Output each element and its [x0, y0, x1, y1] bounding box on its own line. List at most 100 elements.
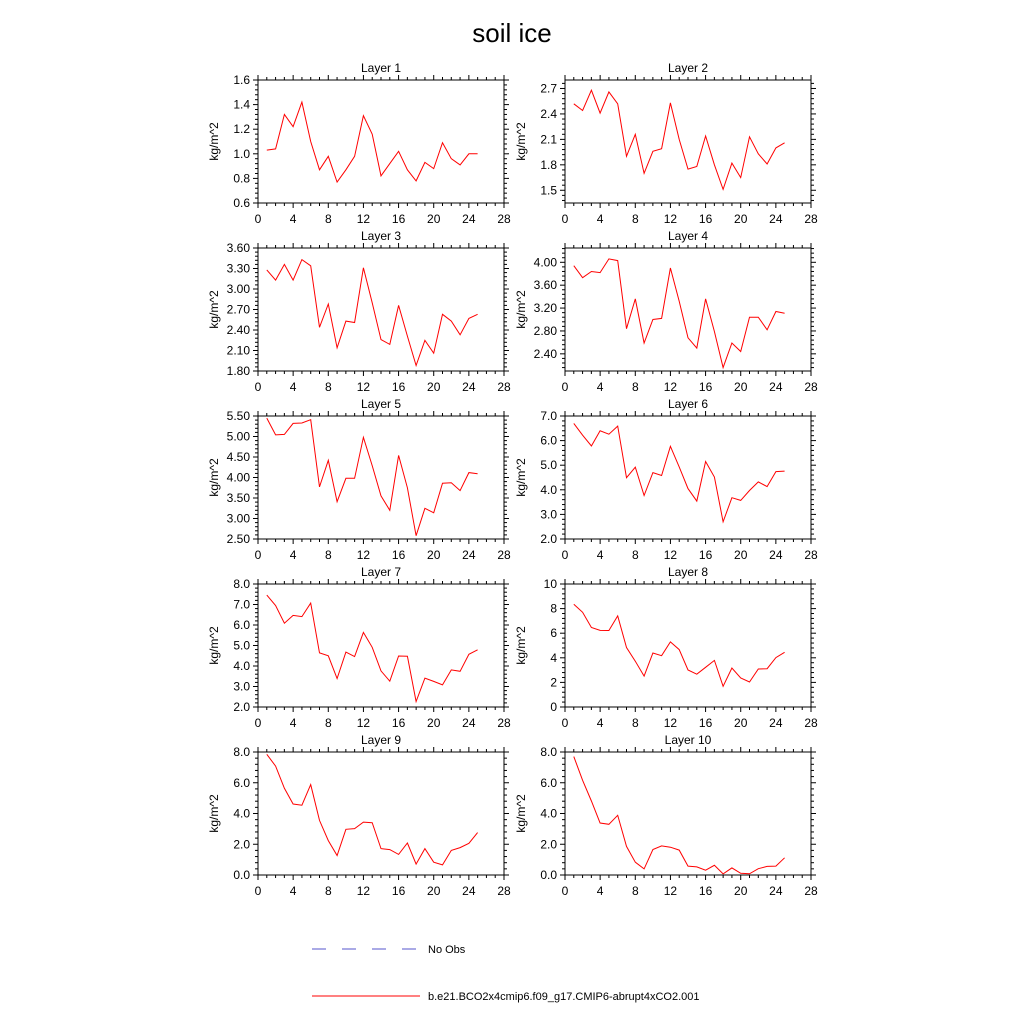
series-line	[573, 423, 785, 524]
x-tick-label: 28	[497, 380, 511, 394]
panel-layer-6: Layer 6 0 4 8 12 16 20 24 28 2.0 3.0 4.0 5.0 6.0 7.0 kg…	[514, 397, 818, 562]
x-tick-label: 12	[357, 380, 371, 394]
x-tick-label: 16	[699, 716, 713, 730]
plot-frame	[257, 415, 505, 540]
y-tick-label: 8	[550, 602, 557, 616]
y-axis-label: kg/m^2	[514, 122, 528, 161]
x-tick-label: 12	[357, 716, 371, 730]
x-tick-label: 0	[562, 716, 569, 730]
y-tick-label: 0.0	[233, 868, 250, 882]
y-tick-label: 1.0	[233, 147, 250, 161]
x-tick-label: 8	[325, 884, 332, 898]
y-tick-label: 4.00	[227, 471, 251, 485]
y-tick-label: 2.50	[227, 532, 251, 546]
x-tick-label: 0	[562, 212, 569, 226]
y-tick-label: 0.8	[233, 171, 250, 185]
x-tick-label: 8	[325, 716, 332, 730]
panel-layer-7: Layer 7 0 4 8 12 16 20 24 28 2.0 3.0 4.0 5.0 6.0 7.0 8.…	[207, 565, 511, 730]
panel-title: Layer 5	[361, 397, 401, 411]
x-tick-label: 0	[255, 716, 262, 730]
x-tick-label: 28	[804, 884, 818, 898]
series-line	[266, 417, 478, 536]
x-tick-label: 12	[664, 380, 678, 394]
x-tick-label: 4	[290, 548, 297, 562]
x-tick-label: 24	[769, 884, 783, 898]
x-tick-label: 28	[804, 212, 818, 226]
y-tick-label: 4.0	[540, 483, 557, 497]
y-tick-label: 2.0	[540, 837, 557, 851]
x-tick-label: 16	[392, 548, 406, 562]
x-tick-label: 8	[632, 212, 639, 226]
x-tick-label: 12	[357, 884, 371, 898]
x-tick-label: 12	[664, 212, 678, 226]
legend-item-1: No Obs	[312, 944, 466, 956]
panel-title: Layer 6	[668, 397, 708, 411]
y-tick-label: 0.0	[540, 868, 557, 882]
x-tick-label: 4	[290, 884, 297, 898]
y-tick-label: 1.8	[540, 158, 557, 172]
y-tick-label: 2.7	[540, 81, 557, 95]
x-tick-label: 16	[392, 884, 406, 898]
figure-title: soil ice	[472, 18, 551, 48]
x-tick-label: 0	[562, 380, 569, 394]
plot-frame	[564, 79, 812, 204]
x-tick-label: 8	[632, 380, 639, 394]
series-line	[266, 594, 478, 704]
y-tick-label: 2.0	[540, 532, 557, 546]
panel-layer-4: Layer 4 0 4 8 12 16 20 24 28 2.40 2.80 3.20 3.60 4.00…	[514, 229, 818, 394]
y-tick-label: 5.0	[233, 639, 250, 653]
y-tick-label: 1.5	[540, 183, 557, 197]
series-line	[266, 754, 478, 866]
y-tick-label: 3.60	[534, 278, 558, 292]
y-tick-label: 2.70	[227, 303, 251, 317]
panel-layer-10: Layer 10 0 4 8 12 16 20 24 28 0.0 2.0 4.0 6.0 8.0 kg/m…	[514, 733, 818, 898]
panel-title: Layer 2	[668, 61, 708, 75]
panel-title: Layer 7	[361, 565, 401, 579]
y-tick-label: 1.2	[233, 122, 250, 136]
y-tick-label: 3.00	[227, 512, 251, 526]
panel-layer-2: Layer 2 0 4 8 12 16 20 24 28 1.5 1.8 2.1 2.4 2.7 kg/m^…	[514, 61, 818, 226]
y-tick-label: 0	[550, 700, 557, 714]
y-tick-label: 2.0	[233, 700, 250, 714]
y-tick-label: 2.4	[540, 107, 557, 121]
y-axis-label: kg/m^2	[207, 626, 221, 665]
y-tick-label: 6.0	[233, 618, 250, 632]
y-axis-label: kg/m^2	[207, 290, 221, 329]
plot-frame	[257, 583, 505, 708]
x-tick-label: 20	[734, 548, 748, 562]
y-tick-label: 2.10	[227, 344, 251, 358]
y-tick-label: 2.40	[227, 323, 251, 337]
x-tick-label: 16	[699, 212, 713, 226]
x-tick-label: 4	[597, 884, 604, 898]
x-tick-label: 28	[497, 212, 511, 226]
y-tick-label: 4.00	[534, 255, 558, 269]
y-tick-label: 4.50	[227, 450, 251, 464]
y-tick-label: 8.0	[540, 745, 557, 759]
panel-title: Layer 8	[668, 565, 708, 579]
x-tick-label: 12	[664, 716, 678, 730]
x-tick-label: 0	[255, 884, 262, 898]
x-tick-label: 28	[497, 548, 511, 562]
series-line	[573, 88, 785, 191]
plot-frame	[564, 247, 812, 372]
x-tick-label: 24	[769, 212, 783, 226]
series-line	[266, 258, 478, 368]
x-tick-label: 24	[462, 548, 476, 562]
x-tick-label: 4	[597, 380, 604, 394]
y-tick-label: 4	[550, 651, 557, 665]
x-tick-label: 8	[325, 548, 332, 562]
y-tick-label: 4.0	[540, 807, 557, 821]
x-tick-label: 24	[462, 380, 476, 394]
plot-frame	[257, 751, 505, 876]
y-tick-label: 6	[550, 626, 557, 640]
x-tick-label: 16	[392, 380, 406, 394]
x-tick-label: 24	[769, 716, 783, 730]
x-tick-label: 16	[699, 884, 713, 898]
panel-grid: Layer 10 4 8 12 16 20 24 280.60.81.01.21.41.6kg…	[207, 61, 818, 898]
x-tick-label: 20	[427, 380, 441, 394]
x-tick-label: 12	[357, 548, 371, 562]
legend-label: b.e21.BCO2x4cmip6.f09_g17.CMIP6-abrupt4x…	[428, 991, 700, 1003]
y-axis-label: kg/m^2	[514, 626, 528, 665]
